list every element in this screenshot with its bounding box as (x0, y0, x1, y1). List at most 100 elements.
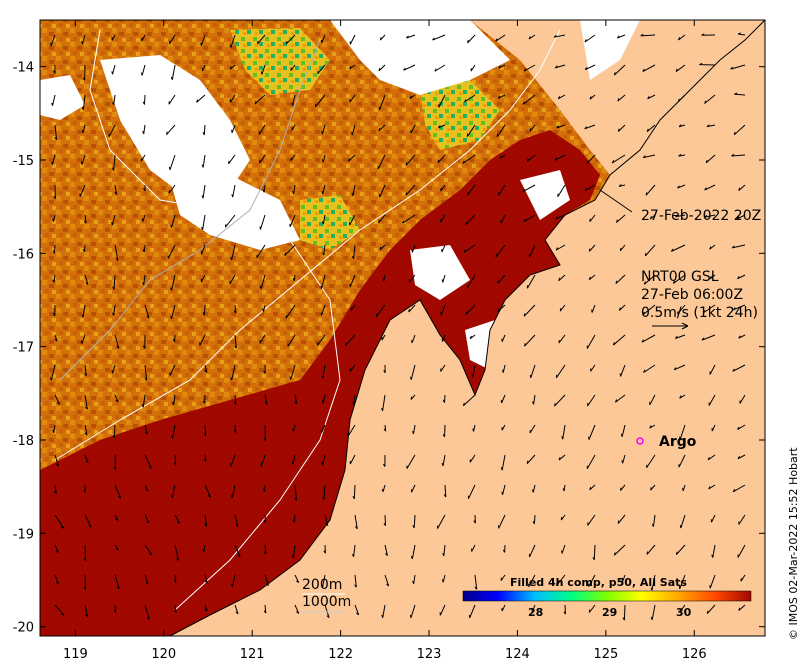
current-arrow (112, 274, 116, 290)
current-arrow (230, 484, 236, 498)
current-arrow (501, 484, 506, 495)
current-arrow (731, 153, 746, 157)
current-arrow (203, 454, 207, 462)
current-arrow (706, 604, 716, 614)
current-arrow (351, 244, 356, 259)
current-arrow (561, 424, 566, 440)
current-arrow (259, 214, 266, 230)
x-tick-label: 119 (63, 647, 88, 662)
current-arrow (321, 214, 326, 225)
plot-area (40, 20, 765, 636)
current-arrow (412, 574, 416, 585)
current-arrow (383, 364, 386, 374)
current-arrow (641, 334, 656, 343)
current-arrow (292, 274, 296, 282)
current-arrow (263, 514, 266, 523)
current-arrow (620, 424, 626, 437)
current-arrow (740, 574, 746, 582)
current-arrow (706, 124, 716, 128)
current-arrow (351, 184, 356, 196)
current-arrow (347, 154, 356, 162)
current-arrow (349, 34, 356, 45)
current-arrow (587, 394, 596, 407)
current-arrow (84, 454, 89, 464)
current-arrow (203, 424, 207, 437)
current-arrow (709, 364, 716, 375)
current-arrow (229, 64, 236, 70)
current-arrow (294, 484, 298, 501)
current-arrow (710, 514, 716, 523)
current-arrow (80, 154, 86, 165)
current-arrow (646, 124, 656, 133)
current-arrow (738, 514, 746, 525)
current-arrow (54, 574, 59, 585)
current-arrow (173, 454, 177, 466)
current-arrow (412, 514, 416, 529)
current-arrow (439, 604, 446, 616)
current-arrow (233, 394, 237, 405)
y-tick-label: -19 (13, 527, 34, 542)
current-arrow (465, 214, 476, 226)
current-arrow (254, 94, 266, 105)
current-arrow (495, 244, 506, 258)
current-arrow (171, 484, 176, 499)
current-arrow (294, 604, 300, 614)
current-arrow (173, 574, 177, 583)
current-arrow (441, 574, 446, 583)
current-arrow (170, 304, 176, 319)
current-arrow (200, 244, 206, 255)
current-arrow (738, 604, 746, 611)
current-arrow (528, 574, 536, 588)
current-arrow (383, 514, 387, 526)
current-arrow (642, 154, 656, 159)
current-arrow (522, 94, 536, 105)
current-title: NRT00 GSL (641, 269, 719, 285)
current-arrow (408, 304, 416, 313)
current-arrow (234, 544, 241, 558)
current-arrow (679, 514, 686, 529)
current-arrow (231, 184, 236, 198)
current-arrow (498, 184, 506, 196)
current-arrow (677, 184, 686, 189)
current-arrow (584, 34, 596, 43)
current-arrow (736, 214, 746, 220)
current-arrow (349, 274, 356, 288)
current-arrow (679, 424, 686, 440)
current-arrow (53, 184, 56, 200)
current-arrow (287, 334, 296, 347)
current-arrow (474, 574, 478, 590)
current-arrow (589, 214, 596, 222)
current-arrow (470, 64, 476, 72)
current-arrow (229, 34, 236, 48)
scale-arrow-icon (652, 322, 689, 330)
current-arrow (52, 274, 56, 283)
current-arrow (438, 124, 446, 129)
current-arrow (646, 544, 656, 555)
current-arrow (234, 604, 239, 615)
satellite-pass-pointer (599, 189, 633, 213)
current-arrow (615, 274, 626, 285)
current-arrow (498, 64, 506, 69)
current-arrow (294, 394, 298, 405)
current-arrow (375, 304, 386, 318)
current-arrow (354, 604, 360, 616)
current-arrow (111, 364, 116, 374)
current-arrow (557, 184, 566, 198)
current-arrow (647, 94, 656, 100)
current-arrow (384, 574, 390, 587)
current-arrow (108, 124, 116, 138)
current-arrow (472, 424, 476, 432)
current-arrow (732, 304, 746, 311)
current-arrow (84, 514, 92, 528)
current-arrow (619, 244, 626, 252)
colorbar (462, 590, 752, 602)
current-arrow (379, 244, 386, 251)
current-arrow (144, 424, 148, 435)
contour-200m-label: 200m (302, 577, 342, 593)
current-arrow (352, 484, 356, 500)
y-tick-label: -20 (13, 621, 34, 636)
current-arrow (679, 604, 686, 613)
current-arrow (588, 424, 596, 440)
current-arrow (675, 64, 686, 72)
current-arrow (292, 514, 296, 523)
